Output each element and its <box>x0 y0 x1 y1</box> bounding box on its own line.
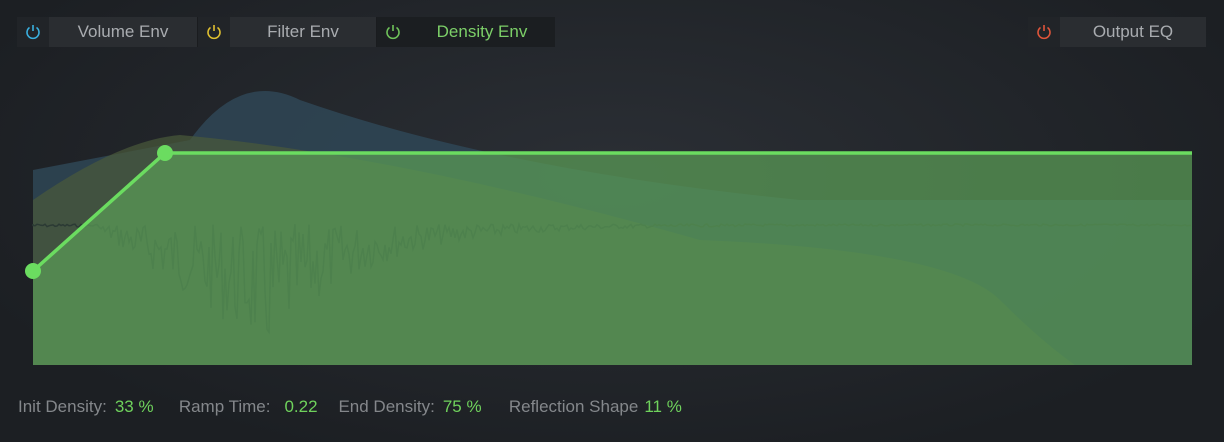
tab-label: Density Env <box>409 17 555 47</box>
ramp-time-handle[interactable] <box>157 145 173 161</box>
reflection-shape-value[interactable]: 11 % <box>644 397 682 416</box>
envelope-tabs: Volume Env Filter Env Density Env <box>17 17 555 47</box>
power-icon[interactable] <box>17 17 49 47</box>
init-density-label: Init Density: <box>18 397 107 416</box>
envelope-graph[interactable] <box>0 60 1224 380</box>
tab-label: Volume Env <box>49 17 197 47</box>
ramp-time-value[interactable]: 0.22 <box>284 397 318 416</box>
output-eq-group: Output EQ <box>1028 17 1206 47</box>
power-icon[interactable] <box>377 17 409 47</box>
tab-label: Output EQ <box>1060 17 1206 47</box>
ramp-time-label: Ramp Time: <box>178 397 271 416</box>
power-icon[interactable] <box>1028 17 1060 47</box>
end-density-value[interactable]: 75 % <box>442 397 482 416</box>
tab-filter-env[interactable]: Filter Env <box>198 17 376 47</box>
end-density-label: End Density: <box>338 397 435 416</box>
tab-label: Filter Env <box>230 17 376 47</box>
tab-density-env[interactable]: Density Env <box>377 17 555 47</box>
reflection-shape-label: Reflection Shape <box>508 397 639 416</box>
parameter-readout: Init Density: 33 % Ramp Time: 0.22 End D… <box>18 397 682 417</box>
tab-volume-env[interactable]: Volume Env <box>17 17 197 47</box>
power-icon[interactable] <box>198 17 230 47</box>
init-density-value[interactable]: 33 % <box>114 397 154 416</box>
init-density-handle[interactable] <box>25 263 41 279</box>
density-envelope-fill <box>33 153 1192 365</box>
tab-output-eq[interactable]: Output EQ <box>1028 17 1206 47</box>
